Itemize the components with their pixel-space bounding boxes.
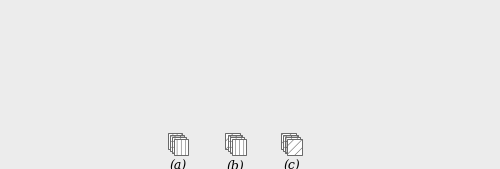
Bar xyxy=(288,139,302,155)
Text: (b): (b) xyxy=(227,160,244,169)
Bar xyxy=(284,135,298,151)
Bar xyxy=(168,133,182,149)
Bar xyxy=(226,133,240,149)
Bar xyxy=(170,135,184,151)
Bar xyxy=(230,137,244,153)
Bar xyxy=(232,139,246,155)
Bar xyxy=(228,135,242,151)
Bar xyxy=(282,133,296,149)
Bar xyxy=(174,139,188,155)
Text: (a): (a) xyxy=(170,160,187,169)
Text: (c): (c) xyxy=(283,160,300,169)
Bar xyxy=(286,137,300,153)
Bar xyxy=(172,137,186,153)
